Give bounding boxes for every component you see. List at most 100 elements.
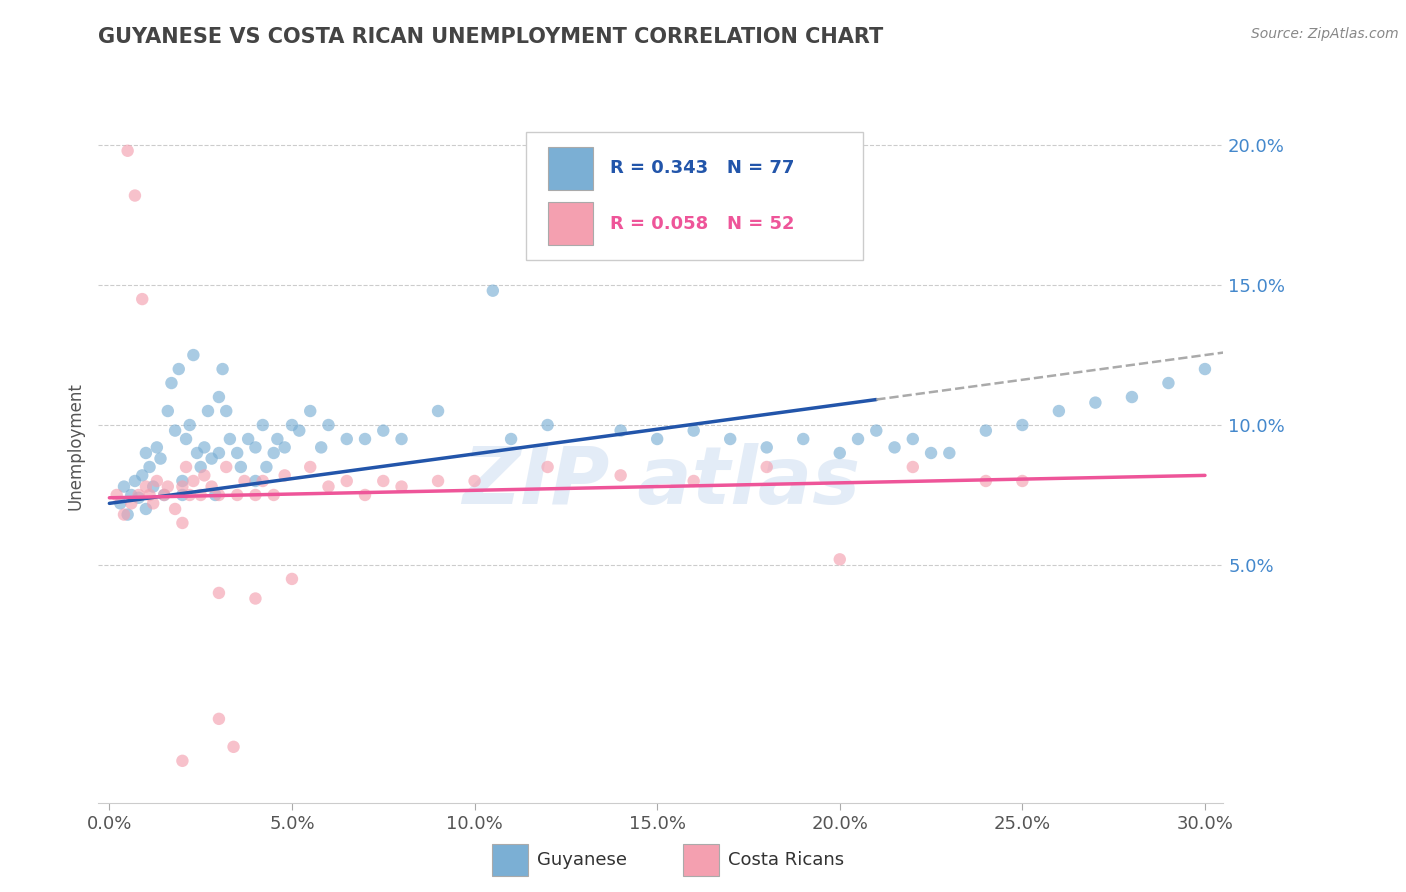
Point: [160, 376, 183, 390]
Point: [135, 502, 157, 516]
Point: [146, 441, 169, 455]
Point: [208, 712, 231, 726]
Point: [186, 446, 208, 460]
Point: [273, 468, 295, 483]
Point: [179, 488, 201, 502]
Point: [105, 488, 128, 502]
FancyBboxPatch shape: [548, 147, 593, 190]
Point: [190, 460, 212, 475]
Point: [682, 424, 704, 438]
Point: [288, 424, 311, 438]
Point: [124, 474, 146, 488]
Point: [299, 404, 322, 418]
Point: [482, 284, 505, 298]
Point: [1011, 474, 1033, 488]
Point: [215, 460, 238, 475]
Point: [153, 488, 176, 502]
Point: [117, 144, 139, 158]
Point: [124, 188, 146, 202]
Point: [252, 474, 274, 488]
Point: [120, 488, 142, 502]
Point: [208, 586, 231, 600]
Point: [974, 474, 997, 488]
Point: [245, 488, 267, 502]
Point: [142, 479, 165, 493]
Point: [236, 432, 259, 446]
Point: [174, 460, 197, 475]
Point: [138, 488, 160, 502]
Point: [281, 417, 304, 432]
Point: [233, 474, 256, 488]
Point: [755, 460, 778, 475]
Point: [211, 362, 233, 376]
Point: [172, 488, 194, 502]
Point: [354, 488, 377, 502]
Point: [193, 468, 215, 483]
Point: [193, 441, 215, 455]
Point: [252, 417, 274, 432]
Point: [645, 432, 668, 446]
Point: [138, 460, 160, 475]
Point: [112, 508, 135, 522]
Point: [901, 460, 924, 475]
Point: [183, 474, 205, 488]
Point: [208, 488, 231, 502]
Point: [536, 417, 558, 432]
Point: [427, 474, 450, 488]
Point: [391, 432, 413, 446]
Point: [172, 516, 194, 530]
Point: [354, 432, 377, 446]
Point: [263, 488, 285, 502]
Text: GUYANESE VS COSTA RICAN UNEMPLOYMENT CORRELATION CHART: GUYANESE VS COSTA RICAN UNEMPLOYMENT COR…: [98, 27, 883, 46]
Point: [153, 488, 176, 502]
Point: [201, 479, 224, 493]
Point: [245, 441, 267, 455]
Point: [792, 432, 814, 446]
Point: [165, 502, 187, 516]
Point: [318, 479, 340, 493]
Point: [1047, 404, 1070, 418]
Point: [226, 446, 249, 460]
Point: [373, 474, 395, 488]
Text: R = 0.058   N = 52: R = 0.058 N = 52: [610, 215, 794, 233]
Point: [245, 591, 267, 606]
Point: [299, 460, 322, 475]
Text: Costa Ricans: Costa Ricans: [728, 851, 845, 869]
Point: [128, 488, 150, 502]
Point: [501, 432, 523, 446]
Point: [609, 468, 631, 483]
Point: [254, 460, 277, 475]
Point: [273, 441, 295, 455]
Text: Guyanese: Guyanese: [537, 851, 627, 869]
Point: [135, 479, 157, 493]
Point: [222, 739, 245, 754]
Point: [318, 417, 340, 432]
Point: [167, 362, 190, 376]
Point: [208, 446, 231, 460]
Point: [131, 468, 153, 483]
Point: [190, 488, 212, 502]
Point: [229, 460, 252, 475]
Point: [536, 460, 558, 475]
Point: [117, 508, 139, 522]
Point: [682, 474, 704, 488]
Point: [142, 496, 165, 510]
Point: [427, 404, 450, 418]
Point: [464, 474, 486, 488]
Point: [901, 432, 924, 446]
Point: [336, 432, 359, 446]
Point: [208, 390, 231, 404]
Point: [263, 446, 285, 460]
Point: [172, 754, 194, 768]
Point: [718, 432, 741, 446]
Point: [391, 479, 413, 493]
Point: [149, 451, 172, 466]
Point: [165, 424, 187, 438]
Point: [883, 441, 905, 455]
Point: [309, 441, 332, 455]
FancyBboxPatch shape: [548, 202, 593, 245]
Point: [215, 404, 238, 418]
Point: [1084, 395, 1107, 409]
Point: [920, 446, 942, 460]
Point: [128, 491, 150, 505]
